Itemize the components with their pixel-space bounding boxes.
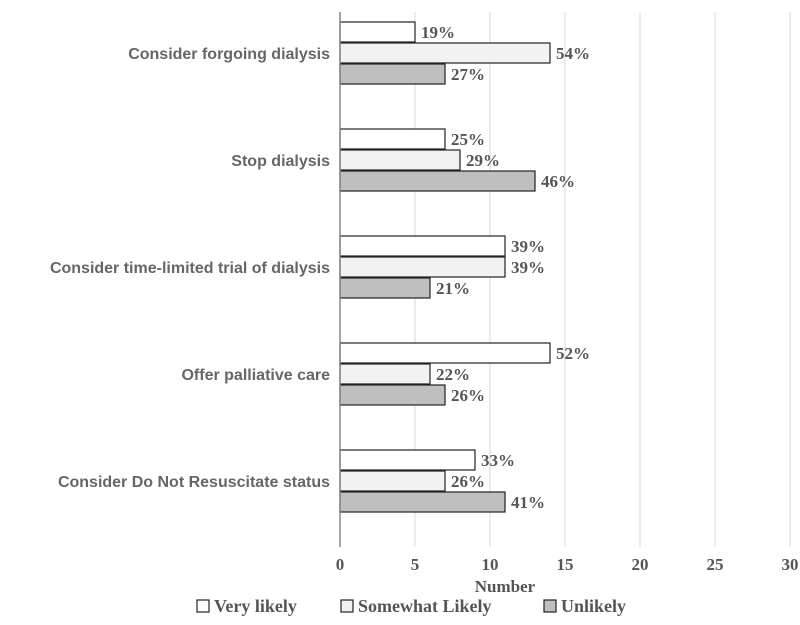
x-tick-label: 30 [782, 555, 799, 574]
data-labels: 19% 54% 27% 25% 29% 46% 39% 39% 21% 52% 22% 26% 33% 2… [421, 23, 590, 512]
category-label: Stop dialysis [231, 153, 330, 170]
data-label: 52% [556, 344, 590, 363]
bar-unlikely [339, 384, 446, 406]
x-tick-label: 10 [482, 555, 499, 574]
legend-label: Somewhat Likely [358, 596, 492, 616]
data-label: 46% [541, 172, 575, 191]
bar-very-likely [339, 21, 416, 43]
bar-somewhat-likely [339, 470, 446, 492]
data-label: 22% [436, 365, 470, 384]
bar-unlikely [339, 277, 431, 299]
x-axis-title: Number [475, 577, 536, 596]
data-label: 41% [511, 493, 545, 512]
bar-very-likely [339, 128, 446, 150]
category-label: Offer palliative care [181, 367, 330, 384]
x-tick-labels: 0 5 10 15 20 25 30 [336, 555, 799, 574]
bar-somewhat-likely [339, 363, 431, 385]
bar-very-likely [339, 235, 506, 257]
data-label: 26% [451, 386, 485, 405]
bar-very-likely [339, 449, 476, 471]
data-label: 27% [451, 65, 485, 84]
bar-somewhat-likely [339, 256, 506, 278]
bar-somewhat-likely [339, 149, 461, 171]
legend-swatch-2 [543, 599, 557, 613]
legend: Very likely Somewhat Likely Unlikely [196, 596, 626, 616]
x-tick-label: 0 [336, 555, 345, 574]
bar-unlikely [339, 170, 536, 192]
legend-swatch-0 [196, 599, 210, 613]
category-label: Consider forgoing dialysis [128, 46, 330, 63]
data-label: 39% [511, 258, 545, 277]
data-label: 29% [466, 151, 500, 170]
bar-unlikely [339, 491, 506, 513]
data-label: 21% [436, 279, 470, 298]
data-label: 39% [511, 237, 545, 256]
data-label: 33% [481, 451, 515, 470]
category-label: Consider time-limited trial of dialysis [50, 260, 330, 277]
x-tick-label: 15 [557, 555, 574, 574]
data-label: 26% [451, 472, 485, 491]
x-tick-label: 20 [632, 555, 649, 574]
data-label: 19% [421, 23, 455, 42]
data-label: 54% [556, 44, 590, 63]
legend-swatch-1 [340, 599, 354, 613]
x-tick-label: 5 [411, 555, 420, 574]
data-label: 25% [451, 130, 485, 149]
bar-somewhat-likely [339, 42, 551, 64]
category-label: Consider Do Not Resuscitate status [58, 474, 330, 491]
legend-label: Very likely [214, 596, 297, 616]
category-labels: Consider forgoing dialysis Stop dialysis C… [50, 46, 330, 491]
bar-very-likely [339, 342, 551, 364]
bar-unlikely [339, 63, 446, 85]
legend-label: Unlikely [561, 596, 626, 616]
x-tick-label: 25 [707, 555, 724, 574]
